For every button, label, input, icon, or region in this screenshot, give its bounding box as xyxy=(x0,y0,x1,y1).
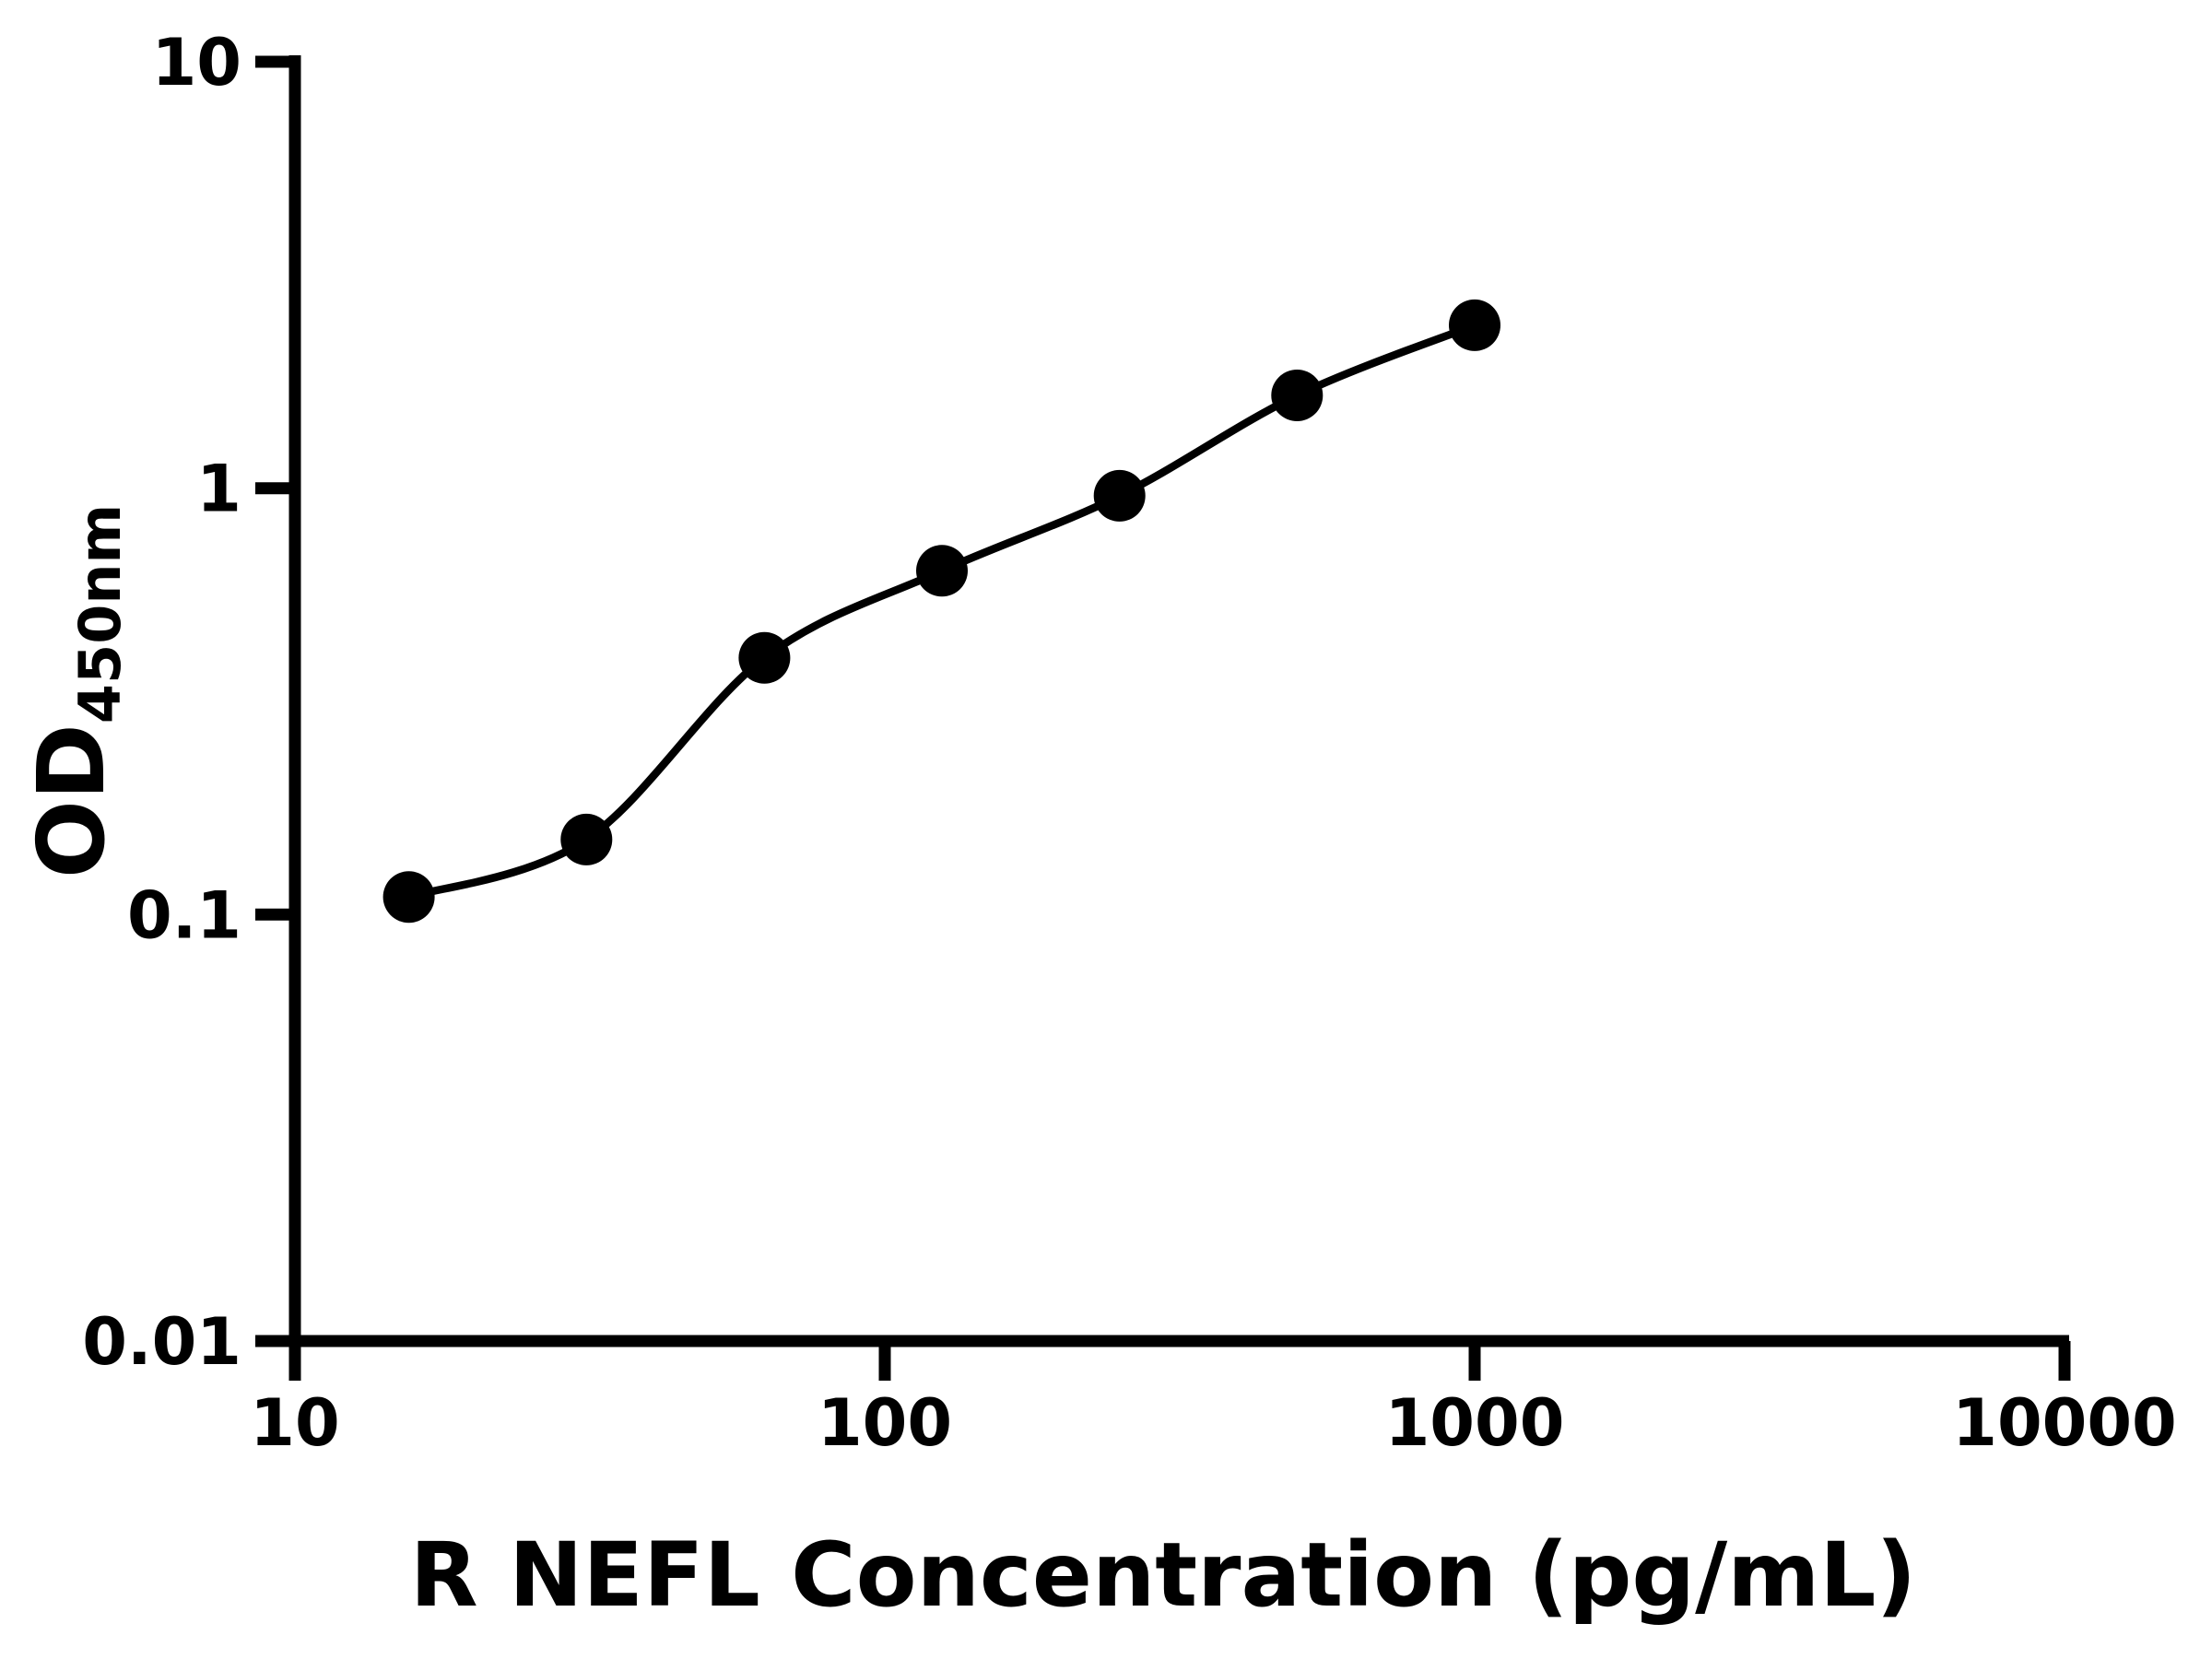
data-point-marker xyxy=(560,813,613,865)
y-tick-label: 10 xyxy=(152,25,241,100)
y-axis-title-subscript: 450nm xyxy=(66,504,134,724)
x-tick-label: 10000 xyxy=(1952,1385,2177,1461)
data-point-marker xyxy=(1449,299,1500,351)
y-axis-title: OD450nm xyxy=(18,504,134,878)
data-point-marker xyxy=(738,631,791,684)
x-axis-title: R NEFL Concentration (pg/mL) xyxy=(410,1524,1917,1627)
x-tick-label: 1000 xyxy=(1385,1385,1565,1461)
data-points xyxy=(382,299,1500,924)
data-point-marker xyxy=(1271,370,1324,421)
axis-tick-labels: 10 100 1000 10000 10 1 0.1 0.01 xyxy=(82,25,2176,1461)
y-axis-title-main: OD xyxy=(18,724,125,878)
y-tick-label: 1 xyxy=(196,452,241,527)
y-tick-label: 0.1 xyxy=(127,877,241,953)
x-tick-label: 10 xyxy=(250,1385,339,1461)
y-tick-label: 0.01 xyxy=(82,1304,241,1380)
x-tick-label: 100 xyxy=(818,1385,952,1461)
axis-ticks xyxy=(255,55,2071,1381)
data-point-marker xyxy=(916,545,968,597)
data-point-marker xyxy=(382,871,435,924)
data-point-marker xyxy=(1093,469,1146,522)
